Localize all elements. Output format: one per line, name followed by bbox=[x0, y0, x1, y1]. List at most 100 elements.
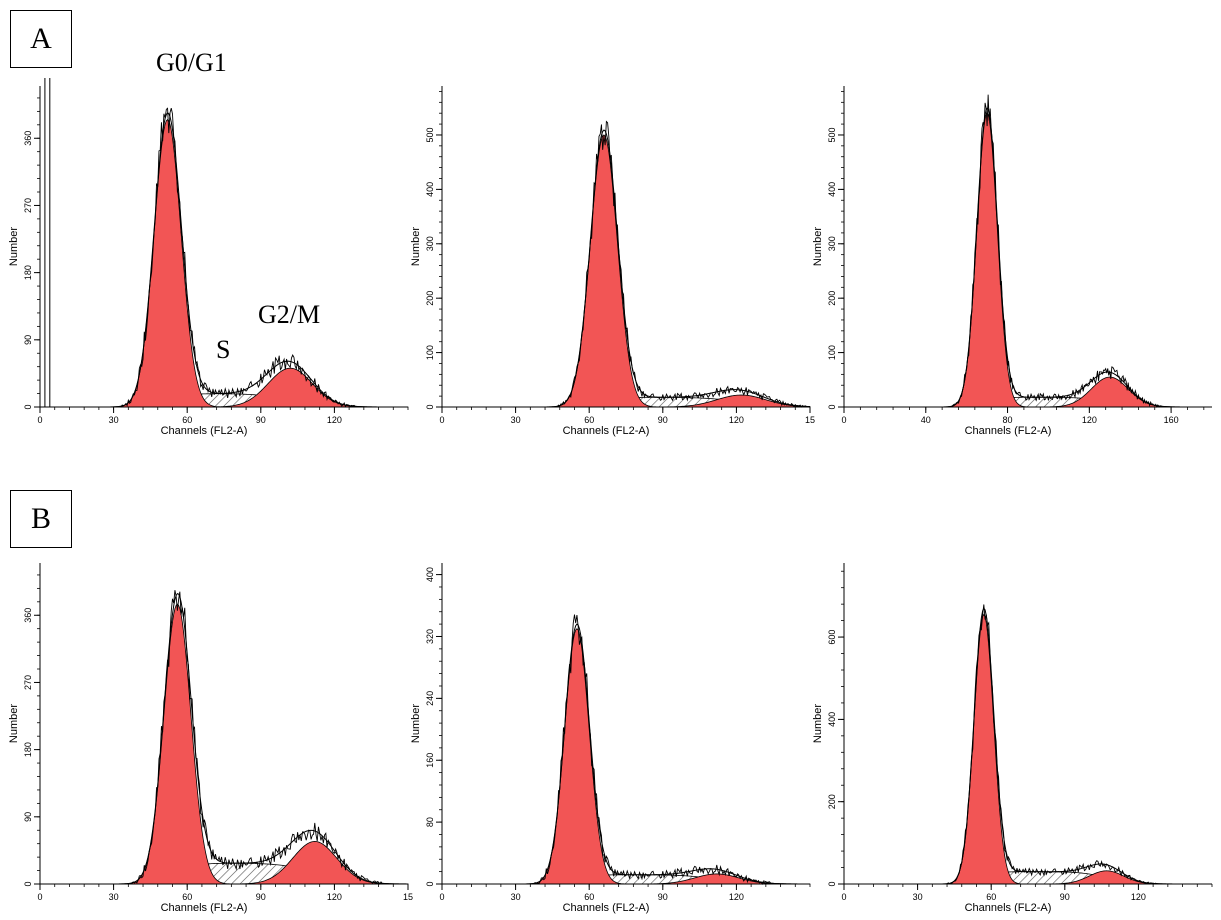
y-tick-label: 600 bbox=[827, 630, 837, 645]
mark-g0g1-peak bbox=[442, 628, 810, 885]
y-tick-label: 80 bbox=[425, 817, 435, 827]
x-tick-label: 40 bbox=[921, 415, 931, 425]
mark-g0g1-peak bbox=[442, 134, 810, 408]
x-tick-label: 60 bbox=[182, 892, 192, 902]
x-tick-label: 30 bbox=[109, 415, 119, 425]
x-tick-label: 30 bbox=[511, 415, 521, 425]
mark-model-fit bbox=[442, 623, 811, 885]
y-tick-label: 180 bbox=[23, 265, 33, 280]
mark-model-fit bbox=[844, 107, 1212, 408]
y-tick-label: 0 bbox=[425, 881, 435, 886]
x-tick-label: 15 bbox=[403, 892, 413, 902]
histogram-a1: 0 30 60 90 120 0 90 180 270 360 Channels (FL2-A) Nu… bbox=[8, 78, 409, 437]
y-tick-label: 90 bbox=[23, 812, 33, 822]
x-tick-label: 120 bbox=[1082, 415, 1097, 425]
histogram-b2: 0 30 60 90 120 0 80 160 240 320 400 Channels (FL2-A… bbox=[410, 563, 811, 914]
x-axis-title: Channels (FL2-A) bbox=[161, 425, 248, 437]
x-axis-title: Channels (FL2-A) bbox=[161, 902, 248, 914]
mark-s-phase bbox=[844, 871, 1212, 885]
x-tick-label: 90 bbox=[256, 892, 266, 902]
phase-label-g2m: G2/M bbox=[258, 300, 321, 329]
phase-label-s: S bbox=[216, 335, 231, 364]
y-tick-label: 100 bbox=[827, 345, 837, 360]
x-tick-label: 60 bbox=[584, 415, 594, 425]
x-tick-label: 120 bbox=[729, 892, 744, 902]
x-tick-label: 90 bbox=[658, 892, 668, 902]
y-tick-label: 200 bbox=[827, 794, 837, 809]
y-axis-title: Number bbox=[8, 227, 20, 266]
y-tick-label: 360 bbox=[23, 608, 33, 623]
x-axis-title: Channels (FL2-A) bbox=[965, 425, 1052, 437]
y-tick-label: 400 bbox=[827, 712, 837, 727]
y-tick-label: 0 bbox=[23, 404, 33, 409]
y-tick-label: 180 bbox=[23, 742, 33, 757]
y-axis-title: Number bbox=[410, 704, 422, 743]
x-tick-label: 90 bbox=[256, 415, 266, 425]
y-axis-title: Number bbox=[812, 704, 824, 743]
x-tick-label: 0 bbox=[439, 415, 444, 425]
y-axis-title: Number bbox=[8, 704, 20, 743]
x-axis-title: Channels (FL2-A) bbox=[563, 425, 650, 437]
mark-raw-data bbox=[844, 604, 1212, 885]
y-tick-label: 270 bbox=[23, 198, 33, 213]
mark-g0g1-peak bbox=[40, 119, 408, 408]
panel-label-b: B bbox=[10, 490, 72, 548]
y-axis-title: Number bbox=[812, 227, 824, 266]
y-tick-label: 240 bbox=[425, 691, 435, 706]
x-tick-label: 80 bbox=[1003, 415, 1013, 425]
x-tick-label: 60 bbox=[182, 415, 192, 425]
panel-label-a: A bbox=[10, 10, 72, 68]
mark-g0g1-peak bbox=[844, 613, 1212, 885]
x-tick-label: 0 bbox=[37, 415, 42, 425]
y-tick-label: 500 bbox=[425, 127, 435, 142]
phase-label-g0g1: G0/G1 bbox=[156, 48, 227, 77]
mark-raw-data bbox=[442, 614, 811, 886]
x-tick-label: 30 bbox=[511, 892, 521, 902]
histogram-a3: 0 40 80 120 160 0 100 200 300 400 500 Channels (FL2… bbox=[812, 86, 1212, 437]
mark-raw-data bbox=[844, 94, 1212, 408]
mark-g0g1-peak bbox=[40, 603, 408, 885]
x-tick-label: 160 bbox=[1164, 415, 1179, 425]
x-tick-label: 120 bbox=[729, 415, 744, 425]
x-tick-label: 0 bbox=[841, 892, 846, 902]
x-tick-label: 90 bbox=[1060, 892, 1070, 902]
x-tick-label: 15 bbox=[805, 415, 815, 425]
y-tick-label: 300 bbox=[827, 236, 837, 251]
y-tick-label: 500 bbox=[827, 127, 837, 142]
x-tick-label: 30 bbox=[913, 892, 923, 902]
x-tick-label: 90 bbox=[658, 415, 668, 425]
y-tick-label: 400 bbox=[425, 182, 435, 197]
y-tick-label: 100 bbox=[425, 345, 435, 360]
mark-s-phase bbox=[40, 393, 409, 408]
y-tick-label: 200 bbox=[425, 291, 435, 306]
x-axis-title: Channels (FL2-A) bbox=[965, 902, 1052, 914]
x-tick-label: 0 bbox=[439, 892, 444, 902]
y-tick-label: 0 bbox=[827, 404, 837, 409]
mark-g0g1-peak bbox=[844, 112, 1212, 408]
y-tick-label: 360 bbox=[23, 131, 33, 146]
mark-model-fit bbox=[40, 112, 408, 408]
mark-raw-data bbox=[40, 590, 408, 885]
y-tick-label: 0 bbox=[425, 404, 435, 409]
x-tick-label: 0 bbox=[841, 415, 846, 425]
y-tick-label: 90 bbox=[23, 335, 33, 345]
x-tick-label: 60 bbox=[584, 892, 594, 902]
x-tick-label: 120 bbox=[327, 892, 342, 902]
x-tick-label: 120 bbox=[1131, 892, 1146, 902]
y-tick-label: 200 bbox=[827, 291, 837, 306]
y-tick-label: 0 bbox=[827, 881, 837, 886]
mark-raw-data bbox=[40, 107, 408, 408]
y-tick-label: 400 bbox=[827, 182, 837, 197]
mark-model-fit bbox=[40, 592, 408, 885]
y-tick-label: 0 bbox=[23, 881, 33, 886]
x-tick-label: 30 bbox=[109, 892, 119, 902]
mark-model-fit bbox=[844, 607, 1212, 885]
x-axis-title: Channels (FL2-A) bbox=[563, 902, 650, 914]
mark-debris-spike bbox=[44, 78, 51, 407]
y-tick-label: 160 bbox=[425, 753, 435, 768]
y-tick-label: 270 bbox=[23, 675, 33, 690]
x-tick-label: 60 bbox=[986, 892, 996, 902]
y-axis-title: Number bbox=[410, 227, 422, 266]
